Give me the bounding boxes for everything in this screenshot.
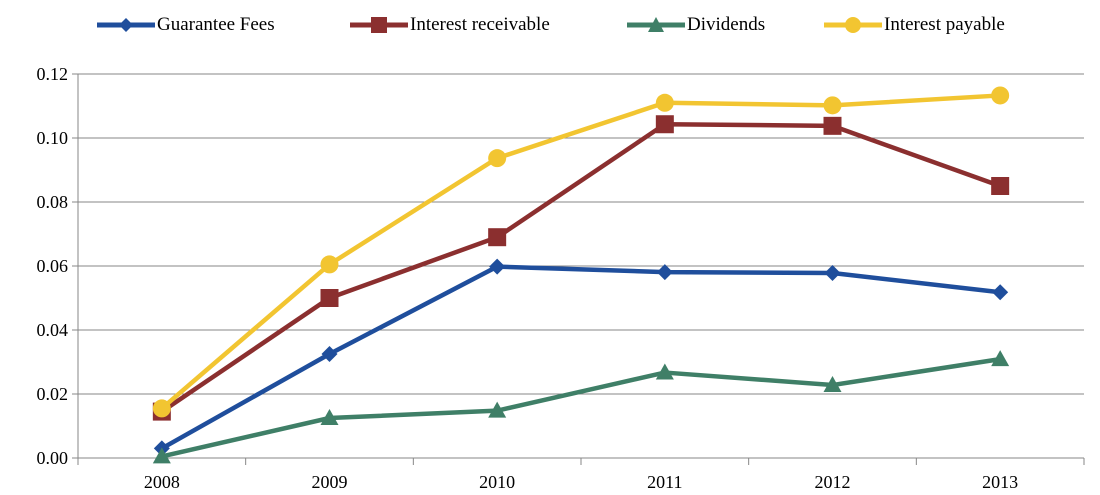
data-point-interest-receivable [488, 228, 507, 247]
data-point-dividends [320, 409, 339, 425]
legend-item-interest-receivable: Interest receivable [348, 8, 550, 42]
legend-swatch-dividends [627, 17, 685, 32]
series-line-guarantee-fees [160, 264, 1001, 451]
data-point-interest-receivable [320, 289, 339, 307]
x-axis-tick-label: 2010 [479, 472, 515, 492]
data-point-guarantee-fees [992, 284, 1009, 301]
legend-item-dividends: Dividends [625, 8, 765, 42]
data-point-interest-receivable [991, 177, 1010, 195]
data-point-interest-payable [823, 96, 842, 115]
data-point-interest-payable [655, 93, 674, 112]
y-axis-tick-label: 0.00 [37, 448, 69, 468]
series-group [152, 86, 1010, 464]
series-line-interest-receivable [160, 121, 1001, 414]
legend-label-interest-payable: Interest payable [884, 14, 1005, 35]
legend-label-dividends: Dividends [687, 14, 766, 35]
data-point-interest-payable [488, 149, 507, 168]
data-point-dividends [991, 350, 1010, 367]
y-axis-tick-label: 0.08 [37, 192, 69, 212]
series-dividends [152, 350, 1010, 464]
y-axis-tick-label: 0.10 [37, 128, 69, 148]
legend-swatch-interest-receivable [350, 17, 408, 33]
data-point-guarantee-fees [656, 264, 673, 281]
legend-swatch-guarantee-fees [97, 18, 155, 32]
data-point-interest-receivable [823, 116, 842, 135]
series-line-interest-payable [160, 93, 1001, 411]
y-axis-tick-label: 0.12 [37, 64, 69, 84]
legend-item-interest-payable: Interest payable [822, 8, 1005, 42]
y-axis-tick-label: 0.02 [37, 384, 69, 404]
data-point-dividends [152, 447, 171, 464]
data-point-guarantee-fees [824, 265, 841, 282]
x-axis-tick-label: 2009 [312, 472, 348, 492]
data-point-dividends [655, 363, 674, 380]
legend-label-interest-receivable: Interest receivable [410, 14, 550, 35]
y-axis-tick-label: 0.06 [37, 256, 69, 276]
series-interest-payable [152, 86, 1010, 418]
data-point-interest-payable [320, 255, 339, 274]
series-guarantee-fees [153, 258, 1009, 457]
y-axis-tick-label: 0.04 [37, 320, 69, 340]
data-point-interest-payable [152, 399, 171, 418]
legend-swatch-interest-payable [824, 17, 882, 33]
x-axis-tick-label: 2013 [982, 472, 1018, 492]
data-point-guarantee-fees [321, 346, 338, 362]
legend-label-guarantee-fees: Guarantee Fees [157, 14, 275, 35]
y-axis-tick-labels: 0.00 0.02 0.04 0.06 0.08 0.10 0.12 [37, 64, 69, 468]
axes [72, 73, 1085, 465]
data-point-interest-receivable [655, 115, 674, 134]
x-axis-tick-labels: 2008 2009 2010 2011 2012 2013 [144, 472, 1018, 492]
data-point-dividends [823, 376, 842, 393]
data-point-dividends [488, 401, 507, 418]
x-axis-tick-label: 2008 [144, 472, 180, 492]
data-point-interest-payable [991, 86, 1010, 105]
series-line-dividends [161, 356, 1001, 459]
x-axis-tick-label: 2011 [647, 472, 682, 492]
legend-item-guarantee-fees: Guarantee Fees [95, 8, 275, 42]
x-axis-tick-label: 2012 [815, 472, 851, 492]
legend: Guarantee Fees Interest receivable Divid… [0, 8, 1100, 42]
gridlines [78, 73, 1084, 395]
data-point-guarantee-fees [489, 258, 506, 275]
